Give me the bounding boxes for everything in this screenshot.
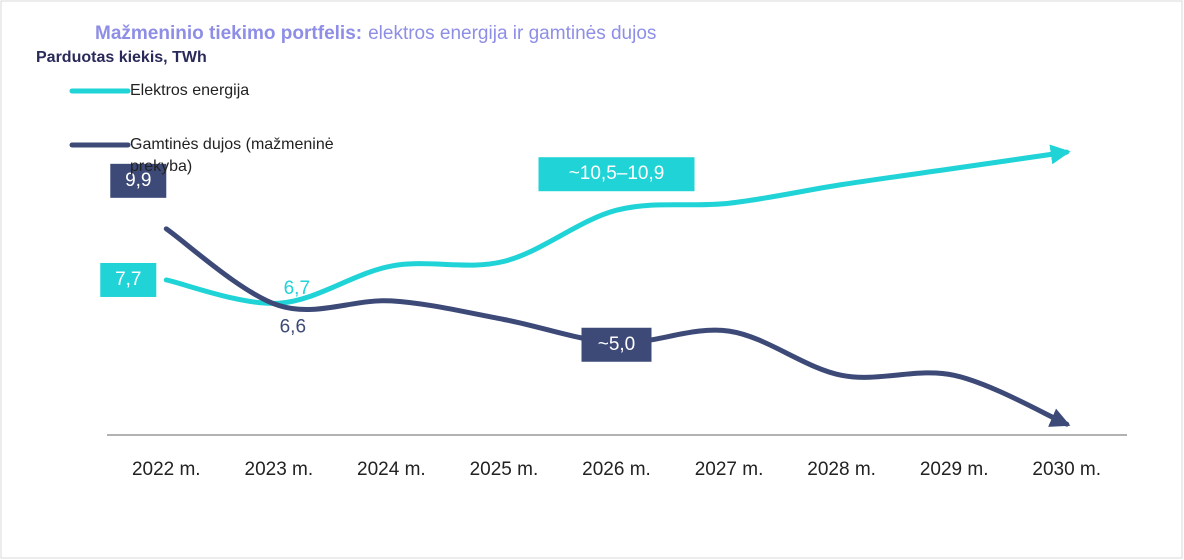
x-tick-label: 2029 m.	[920, 459, 989, 480]
x-tick-label: 2024 m.	[357, 459, 426, 480]
y-axis-title: Parduotas kiekis, TWh	[36, 49, 207, 66]
x-tick-label: 2022 m.	[132, 459, 201, 480]
x-tick-label: 2030 m.	[1032, 459, 1101, 480]
legend-label: Elektros energija	[130, 82, 250, 99]
x-tick-label: 2023 m.	[245, 459, 314, 480]
value-label: 7,7	[115, 269, 141, 290]
value-label-box	[538, 157, 695, 192]
chart-title: Mažmeninio tiekimo portfelis: elektros en…	[95, 23, 656, 44]
value-label: ~5,0	[598, 334, 636, 355]
title: Mažmeninio tiekimo portfelis:	[95, 23, 362, 44]
value-label: ~10,5–10,9	[569, 163, 665, 184]
x-tick-label: 2026 m.	[582, 459, 651, 480]
series-line	[163, 144, 1071, 306]
value-label-box	[100, 262, 157, 297]
x-tick-label: 2028 m.	[807, 459, 876, 480]
x-tick-label: 2027 m.	[695, 459, 764, 480]
value-label: 6,7	[284, 278, 310, 299]
value-label-box	[581, 327, 652, 362]
value-label-box	[110, 163, 167, 198]
value-label: 9,9	[125, 170, 151, 191]
value-label: 6,6	[280, 317, 306, 338]
subtitle: elektros energija ir gamtinės dujos	[368, 23, 656, 44]
x-tick-label: 2025 m.	[470, 459, 539, 480]
legend-label: Gamtinės dujos (mažmeninė prekyba)	[130, 136, 334, 175]
